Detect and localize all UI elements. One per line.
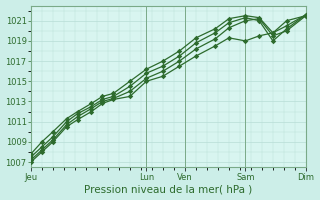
X-axis label: Pression niveau de la mer( hPa ): Pression niveau de la mer( hPa ): [84, 184, 252, 194]
